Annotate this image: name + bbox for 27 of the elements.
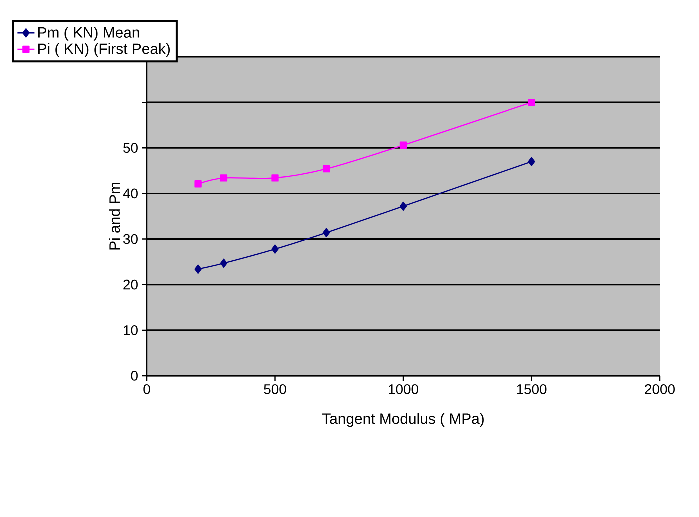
point [272,174,279,182]
y-tick-label: 50 [124,143,138,154]
point [400,202,408,212]
x-axis-title: Tangent Modulus ( MPa) [322,413,484,428]
y-axis-title: Pi and Pm [109,183,120,250]
x-tick-label: 500 [264,384,286,394]
x-tick-label: 1500 [517,384,547,394]
y-tick-label: 30 [124,234,138,244]
y-tick-label: 20 [124,280,138,290]
x-tick-label: 0 [144,384,150,394]
y-tick-label: 40 [123,188,138,199]
legend-label: Pm ( KN) Mean [38,26,140,41]
x-tick-label: 1000 [389,384,418,394]
point [322,166,330,173]
point [220,258,228,268]
point [400,142,408,149]
y-tick-label: 0 [131,371,138,381]
point [220,174,228,182]
point [194,264,202,274]
point [272,244,279,254]
legend-label: Pi ( KN) (First Peak) [38,43,170,58]
point [322,228,330,238]
point [194,180,202,188]
point [528,157,536,166]
point [528,98,536,106]
y-tick-label: 10 [124,325,138,336]
x-tick-label: 2000 [645,384,675,394]
